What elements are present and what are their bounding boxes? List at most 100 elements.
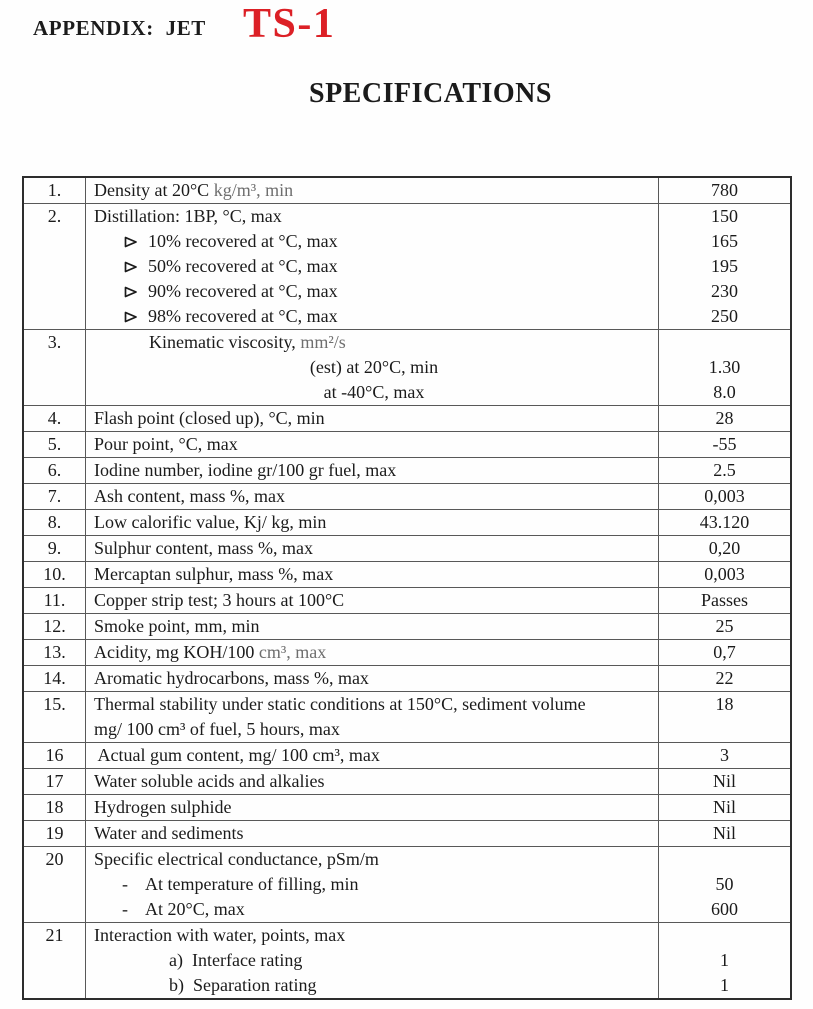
spec-value: 1 xyxy=(720,975,729,995)
spec-line: (est) at 20°C, min xyxy=(94,355,658,380)
spec-line: Actual gum content, mg/ 100 cm³, max xyxy=(94,743,658,768)
spec-line: 98% recovered at °C, max xyxy=(94,304,658,329)
spec-line: Copper strip test; 3 hours at 100°C xyxy=(94,588,658,613)
spec-value: 43.120 xyxy=(699,512,750,532)
row-number: 11. xyxy=(24,588,86,613)
row-number: 15. xyxy=(24,692,86,742)
spec-text: b) Separation rating xyxy=(169,975,317,995)
spec-text: Specific electrical conductance, pSm/m xyxy=(94,849,379,869)
spec-line: Water soluble acids and alkalies xyxy=(94,769,658,794)
spec-text: Density at 20°C xyxy=(94,180,214,200)
arrow-bullet-icon xyxy=(124,255,138,273)
row-value: 150 165 195 230 250 xyxy=(659,204,790,329)
spec-value: 0,003 xyxy=(704,564,745,584)
row-value: -55 xyxy=(659,432,790,457)
spec-value: 2.5 xyxy=(713,460,736,480)
row-number: 10. xyxy=(24,562,86,587)
row-number: 14. xyxy=(24,666,86,691)
table-row: 11. Copper strip test; 3 hours at 100°C Pa… xyxy=(24,588,790,614)
arrow-bullet-icon xyxy=(124,230,138,248)
spec-text: kg/m³, min xyxy=(213,180,294,200)
spec-value: 150 xyxy=(711,206,738,226)
arrow-bullet-icon xyxy=(124,280,138,298)
spec-value: 250 xyxy=(711,306,738,326)
row-value: Nil xyxy=(659,769,790,794)
spec-value: Nil xyxy=(712,823,736,843)
row-value: 0,20 xyxy=(659,536,790,561)
row-description: Thermal stability under static condition… xyxy=(86,692,659,742)
row-number: 4. xyxy=(24,406,86,431)
spec-value: 165 xyxy=(711,231,738,251)
row-value: 1.30 8.0 xyxy=(659,330,790,405)
spec-line: 90% recovered at °C, max xyxy=(94,279,658,304)
spec-text: Water soluble acids and alkalies xyxy=(94,771,325,791)
spec-value xyxy=(659,330,790,355)
spec-text: Iodine number, iodine gr/100 gr fuel, ma… xyxy=(94,460,397,480)
spec-value: 0,003 xyxy=(704,486,745,506)
spec-text: 50% recovered at °C, max xyxy=(148,256,338,276)
spec-line: - At 20°C, max xyxy=(94,897,658,922)
row-value: 0,003 xyxy=(659,562,790,587)
table-row: 2. Distillation: 1BP, °C, max 10% recovere… xyxy=(24,204,790,330)
row-description: Water and sediments xyxy=(86,821,659,846)
spec-text: Actual gum content, mg/ 100 cm³, max xyxy=(94,745,380,765)
spec-text: Mercaptan sulphur, mass %, max xyxy=(94,564,334,584)
table-row: 8. Low calorific value, Kj/ kg, min 43.120 xyxy=(24,510,790,536)
spec-text: Copper strip test; 3 hours at 100°C xyxy=(94,590,345,610)
spec-value: -55 xyxy=(712,434,737,454)
spec-line: Acidity, mg KOH/100 cm³, max xyxy=(94,640,658,665)
row-number: 2. xyxy=(24,204,86,329)
spec-text: At temperature of filling, min xyxy=(145,874,359,894)
spec-line: Ash content, mass %, max xyxy=(94,484,658,509)
table-row: 6. Iodine number, iodine gr/100 gr fuel, … xyxy=(24,458,790,484)
spec-line: Smoke point, mm, min xyxy=(94,614,658,639)
row-value: 0,003 xyxy=(659,484,790,509)
row-number: 20 xyxy=(24,847,86,922)
spec-value: 1 xyxy=(720,950,729,970)
spec-value: 780 xyxy=(711,180,738,200)
row-value: 28 xyxy=(659,406,790,431)
table-row: 16 Actual gum content, mg/ 100 cm³, max 3 xyxy=(24,743,790,769)
row-description: Pour point, °C, max xyxy=(86,432,659,457)
spec-text: Aromatic hydrocarbons, mass %, max xyxy=(94,668,369,688)
row-number: 16 xyxy=(24,743,86,768)
spec-text: 10% recovered at °C, max xyxy=(148,231,338,251)
spec-text: (est) at 20°C, min xyxy=(309,357,439,377)
table-row: 7. Ash content, mass %, max 0,003 xyxy=(24,484,790,510)
row-number: 17 xyxy=(24,769,86,794)
spec-line: at -40°C, max xyxy=(94,380,658,405)
spec-line: Iodine number, iodine gr/100 gr fuel, ma… xyxy=(94,458,658,483)
dash-bullet: - xyxy=(122,899,128,919)
table-row: 12. Smoke point, mm, min 25 xyxy=(24,614,790,640)
spec-value: 195 xyxy=(711,256,738,276)
row-value: Passes xyxy=(659,588,790,613)
row-description: Distillation: 1BP, °C, max 10% recovered … xyxy=(86,204,659,329)
table-row: 5. Pour point, °C, max -55 xyxy=(24,432,790,458)
row-description: Density at 20°C kg/m³, min xyxy=(86,178,659,203)
spec-line: Pour point, °C, max xyxy=(94,432,658,457)
row-number: 12. xyxy=(24,614,86,639)
fuel-grade-label: TS-1 xyxy=(243,1,336,47)
spec-line: Hydrogen sulphide xyxy=(94,795,658,820)
spec-line: 10% recovered at °C, max xyxy=(94,229,658,254)
spec-line: Thermal stability under static condition… xyxy=(94,692,614,742)
row-value: 3 xyxy=(659,743,790,768)
row-value: 22 xyxy=(659,666,790,691)
table-row: 21 Interaction with water, points, max a) … xyxy=(24,923,790,998)
spec-line: Aromatic hydrocarbons, mass %, max xyxy=(94,666,658,691)
spec-text: Sulphur content, mass %, max xyxy=(94,538,313,558)
row-number: 6. xyxy=(24,458,86,483)
spec-value: Nil xyxy=(712,797,736,817)
spec-value: 3 xyxy=(720,745,729,765)
row-number: 3. xyxy=(24,330,86,405)
spec-value: 230 xyxy=(711,281,738,301)
page-title: SPECIFICATIONS xyxy=(309,78,552,109)
spec-line: Interaction with water, points, max xyxy=(94,923,658,948)
spec-value xyxy=(659,923,790,948)
row-description: Flash point (closed up), °C, min xyxy=(86,406,659,431)
spec-text: Flash point (closed up), °C, min xyxy=(94,408,325,428)
row-value: 18 xyxy=(659,692,790,742)
spec-text: Low calorific value, Kj/ kg, min xyxy=(94,512,327,532)
